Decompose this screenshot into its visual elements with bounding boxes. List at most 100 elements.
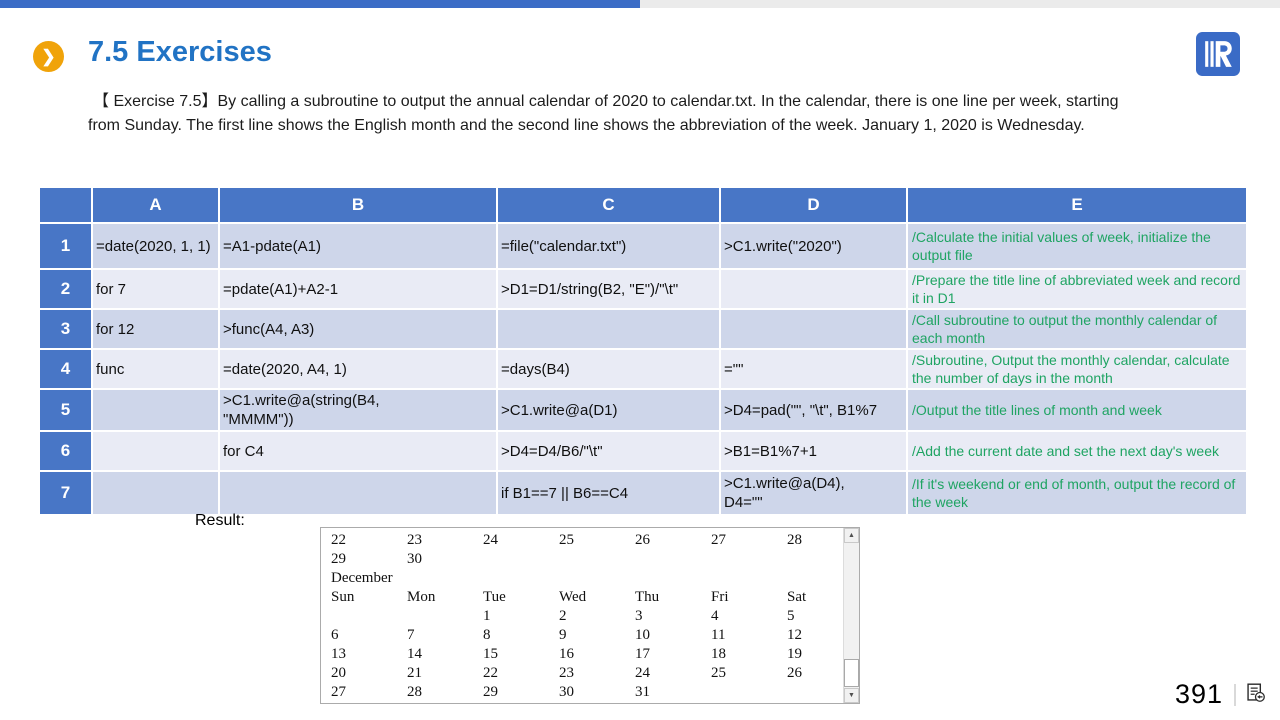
row-header-1: 1 xyxy=(38,222,93,270)
cell-E3-comment: /Call subroutine to output the monthly c… xyxy=(906,308,1248,350)
calendar-cell: 16 xyxy=(559,646,574,662)
cell-B6: for C4 xyxy=(218,430,498,472)
calendar-cell: 28 xyxy=(787,532,802,548)
cell-D5: >D4=pad("", "\t", B1%7 xyxy=(719,388,908,432)
column-header-A: A xyxy=(91,186,220,224)
cell-E1-comment: /Calculate the initial values of week, i… xyxy=(906,222,1248,270)
calendar-cell: 14 xyxy=(407,646,422,662)
cell-D4: ="" xyxy=(719,348,908,390)
calendar-cell: 24 xyxy=(483,532,498,548)
calendar-cell: 30 xyxy=(559,684,574,700)
cell-B2: =pdate(A1)+A2-1 xyxy=(218,268,498,310)
cell-A1: =date(2020, 1, 1) xyxy=(91,222,220,270)
top-bar-accent xyxy=(0,0,640,8)
calendar-cell: 8 xyxy=(483,627,491,643)
cell-E4-comment: /Subroutine, Output the monthly calendar… xyxy=(906,348,1248,390)
calendar-cell: 26 xyxy=(635,532,650,548)
calendar-cell: 15 xyxy=(483,646,498,662)
calendar-cell: 4 xyxy=(711,608,719,624)
calendar-line: 29 30 xyxy=(331,551,841,570)
cell-B1: =A1-pdate(A1) xyxy=(218,222,498,270)
top-bar xyxy=(0,0,1280,8)
description-line-2: from Sunday. The first line shows the En… xyxy=(88,117,1085,134)
calendar-cell: Mon xyxy=(407,589,436,605)
calendar-cell: 12 xyxy=(787,627,802,643)
calendar-cell: 19 xyxy=(787,646,802,662)
result-output-box: 22 23 24 25 26 27 28 29 30 December Sun Mon Tue Wed Th… xyxy=(320,527,860,704)
calendar-line: 6 7 8 9 10 11 12 xyxy=(331,627,841,646)
cell-C5: >C1.write@a(D1) xyxy=(496,388,721,432)
cell-B7 xyxy=(218,470,498,516)
calendar-cell: 22 xyxy=(331,532,346,548)
calendar-cell: 3 xyxy=(635,608,643,624)
calendar-cell: Sat xyxy=(787,589,807,605)
column-header-C: C xyxy=(496,186,721,224)
cell-C7: if B1==7 || B6==C4 xyxy=(496,470,721,516)
cell-C1: =file("calendar.txt") xyxy=(496,222,721,270)
calendar-cell: 7 xyxy=(407,627,415,643)
calendar-cell: 29 xyxy=(483,684,498,700)
calendar-cell: Fri xyxy=(711,589,729,605)
calendar-cell: 6 xyxy=(331,627,339,643)
footer-divider xyxy=(1234,683,1236,706)
raqsoft-logo-icon xyxy=(1196,32,1240,76)
calendar-line: 13 14 15 16 17 18 19 xyxy=(331,646,841,665)
cell-D3 xyxy=(719,308,908,350)
exercise-description: 【 Exercise 7.5】By calling a subroutine t… xyxy=(88,90,1203,138)
row-header-2: 2 xyxy=(38,268,93,310)
calendar-cell: 5 xyxy=(787,608,795,624)
calendar-cell: 24 xyxy=(635,665,650,681)
page-number: 391 xyxy=(1174,679,1223,709)
vertical-scrollbar[interactable]: ▲ ▼ xyxy=(843,528,859,703)
cell-D7: >C1.write@a(D4), D4="" xyxy=(719,470,908,516)
calendar-line: 22 23 24 25 26 27 28 xyxy=(331,532,841,551)
column-header-E: E xyxy=(906,186,1248,224)
calendar-cell: 25 xyxy=(559,532,574,548)
calendar-cell: 9 xyxy=(559,627,567,643)
cell-D6: >B1=B1%7+1 xyxy=(719,430,908,472)
scroll-up-button[interactable]: ▲ xyxy=(844,528,859,543)
cell-E6-comment: /Add the current date and set the next d… xyxy=(906,430,1248,472)
cell-B5: >C1.write@a(string(B4, "MMMM")) xyxy=(218,388,498,432)
calendar-cell: 25 xyxy=(711,665,726,681)
scroll-down-button[interactable]: ▼ xyxy=(844,688,859,703)
calendar-cell: 28 xyxy=(407,684,422,700)
calendar-cell: 23 xyxy=(559,665,574,681)
calendar-cell: 22 xyxy=(483,665,498,681)
cell-A4: func xyxy=(91,348,220,390)
row-header-5: 5 xyxy=(38,388,93,432)
description-line-1: 【 Exercise 7.5】By calling a subroutine t… xyxy=(93,93,1119,110)
calendar-cell: 30 xyxy=(407,551,422,567)
row-header-3: 3 xyxy=(38,308,93,350)
calendar-cell: 13 xyxy=(331,646,346,662)
result-label: Result: xyxy=(195,512,245,529)
calendar-output: 22 23 24 25 26 27 28 29 30 December Sun Mon Tue Wed Th… xyxy=(331,532,841,701)
calendar-cell: 26 xyxy=(787,665,802,681)
calendar-cell: December xyxy=(331,570,393,586)
calendar-cell: Sun xyxy=(331,589,355,605)
cell-B4: =date(2020, A4, 1) xyxy=(218,348,498,390)
cell-B3: >func(A4, A3) xyxy=(218,308,498,350)
cell-A6 xyxy=(91,430,220,472)
cell-A2: for 7 xyxy=(91,268,220,310)
calendar-cell: Tue xyxy=(483,589,506,605)
calendar-cell xyxy=(407,608,483,625)
cell-C6: >D4=D4/B6/"\t" xyxy=(496,430,721,472)
column-header-D: D xyxy=(719,186,908,224)
cell-A3: for 12 xyxy=(91,308,220,350)
calendar-cell: 27 xyxy=(331,684,346,700)
row-header-7: 7 xyxy=(38,470,93,516)
calendar-line: 27 28 29 30 31 xyxy=(331,684,841,703)
calendar-cell: 17 xyxy=(635,646,650,662)
calendar-cell: 10 xyxy=(635,627,650,643)
calendar-cell: 11 xyxy=(711,627,726,643)
row-header-4: 4 xyxy=(38,348,93,390)
page-title: 7.5 Exercises xyxy=(88,36,272,68)
calendar-line: 1 2 3 4 5 xyxy=(331,608,841,627)
footer: 391 xyxy=(1175,679,1266,710)
scrollbar-thumb[interactable] xyxy=(844,659,859,687)
calendar-line: December xyxy=(331,570,841,589)
calendar-cell: 29 xyxy=(331,551,346,567)
